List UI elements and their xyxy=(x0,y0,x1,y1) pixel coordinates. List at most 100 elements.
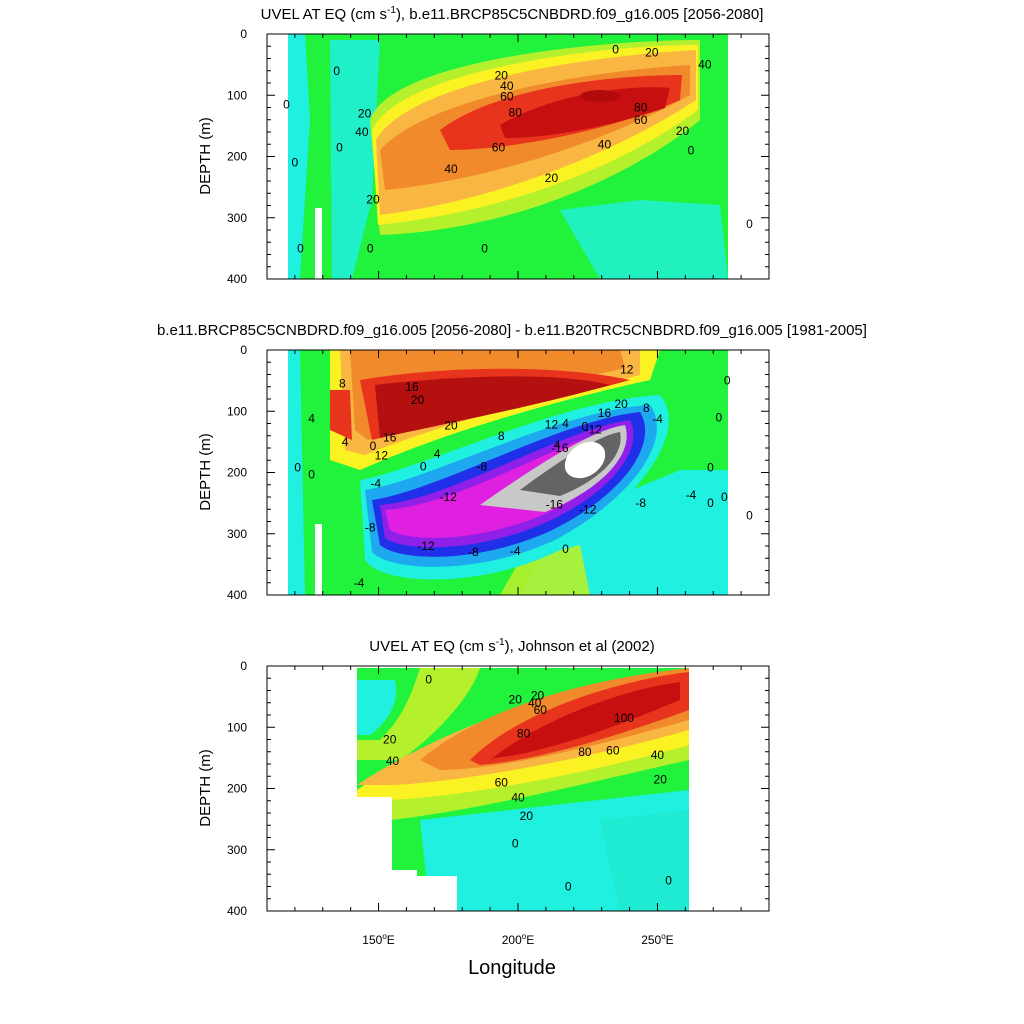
ytick-label: 100 xyxy=(227,88,247,102)
contour-label: 8 xyxy=(643,401,650,415)
contour-label: 20 xyxy=(520,809,534,823)
contour-label: 12 xyxy=(375,448,389,462)
contour-label: -12 xyxy=(417,539,435,553)
contour-label: 40 xyxy=(651,748,665,762)
contour-label: 0 xyxy=(425,672,432,686)
contour-label: 4 xyxy=(434,447,441,461)
panel-2: b.e11.BRCP85C5CNBDRD.f09_g16.005 [2056-2… xyxy=(157,322,867,602)
contour-label: 16 xyxy=(383,431,397,445)
contour-label: 20 xyxy=(654,772,668,786)
contour-label: 20 xyxy=(615,397,629,411)
contour-label: -4 xyxy=(354,576,365,590)
ytick-label: 200 xyxy=(227,782,247,796)
contour-label: -16 xyxy=(546,497,564,511)
contour-label: 0 xyxy=(707,496,714,510)
contour-label: 0 xyxy=(665,873,672,887)
contour-label: 20 xyxy=(509,693,523,707)
contour-label: 40 xyxy=(355,125,369,139)
contour-label: 40 xyxy=(500,79,514,93)
contour-label: -8 xyxy=(468,545,479,559)
contour-label: 80 xyxy=(578,745,592,759)
contour-label: -4 xyxy=(686,488,697,502)
contour-label: 0 xyxy=(481,241,488,255)
x-axis-label: Longitude xyxy=(468,957,556,979)
contour-label: 20 xyxy=(411,393,425,407)
contour-label: 80 xyxy=(634,101,648,115)
panel-3-field xyxy=(267,666,769,911)
ytick-label: 400 xyxy=(227,272,247,286)
contour-label: 0 xyxy=(565,880,572,894)
contour-label: 4 xyxy=(554,438,561,452)
contour-label: 40 xyxy=(528,696,542,710)
xtick-label: 250oE xyxy=(641,932,674,947)
contour-label: -12 xyxy=(579,502,597,516)
contour-label: 0 xyxy=(333,64,340,78)
contour-label: 0 xyxy=(612,42,619,56)
contour-label: -4 xyxy=(510,544,521,558)
contour-label: 60 xyxy=(500,89,514,103)
contour-label: 16 xyxy=(405,380,419,394)
contour-label: 100 xyxy=(614,711,634,725)
contour-label: 0 xyxy=(308,467,315,481)
contour-label: 20 xyxy=(531,688,545,702)
contour-label: 40 xyxy=(444,162,458,176)
contour-label: 0 xyxy=(292,156,299,170)
ytick-label: 300 xyxy=(227,843,247,857)
ytick-label: 400 xyxy=(227,904,247,918)
contour-label: 0 xyxy=(367,241,374,255)
ytick-label: 300 xyxy=(227,211,247,225)
contour-label: 80 xyxy=(517,726,531,740)
contour-label: 8 xyxy=(498,429,505,443)
ytick-label: 100 xyxy=(227,404,247,418)
panel-1-field xyxy=(267,34,769,279)
contour-label: 60 xyxy=(495,775,509,789)
contour-label: 16 xyxy=(598,406,612,420)
contour-label: 4 xyxy=(308,412,315,426)
contour-label: 0 xyxy=(297,241,304,255)
contour-label: 0 xyxy=(370,439,377,453)
contour-label: 4 xyxy=(562,417,569,431)
contour-label: -4 xyxy=(370,477,381,491)
xtick-label: 150oE xyxy=(362,932,395,947)
contour-label: 40 xyxy=(598,137,612,151)
contour-label: 0 xyxy=(336,140,343,154)
ytick-label: 200 xyxy=(227,150,247,164)
contour-label: 20 xyxy=(645,45,659,59)
contour-label: 60 xyxy=(606,744,620,758)
contour-label: 0 xyxy=(746,217,753,231)
contour-label: 20 xyxy=(358,107,372,121)
xtick-label: 200oE xyxy=(502,932,535,947)
ytick-label: 200 xyxy=(227,466,247,480)
panel-2-title: b.e11.BRCP85C5CNBDRD.f09_g16.005 [2056-2… xyxy=(157,322,867,339)
contour-label: 60 xyxy=(492,140,506,154)
contour-label: 8 xyxy=(339,377,346,391)
contour-label: 12 xyxy=(545,418,559,432)
contour-label: 0 xyxy=(582,420,589,434)
panel-3: UVEL AT EQ (cm s-1), Johnson et al (2002… xyxy=(197,637,770,979)
contour-label: -12 xyxy=(585,423,603,437)
contour-label: 0 xyxy=(420,459,427,473)
contour-label: 60 xyxy=(534,703,548,717)
contour-label: 40 xyxy=(386,754,400,768)
panel-1-xticks xyxy=(294,34,742,279)
contour-label: 0 xyxy=(746,508,753,522)
contour-label: 0 xyxy=(707,461,714,475)
contour-label: -8 xyxy=(476,459,487,473)
contour-label: 20 xyxy=(366,192,380,206)
panel-1-title: UVEL AT EQ (cm s-1), b.e11.BRCP85C5CNBDR… xyxy=(261,5,764,23)
contour-label: 12 xyxy=(620,363,634,377)
contour-label: 40 xyxy=(511,791,525,805)
panel-1: UVEL AT EQ (cm s-1), b.e11.BRCP85C5CNBDR… xyxy=(197,5,770,286)
contour-label: 20 xyxy=(383,733,397,747)
contour-label: 60 xyxy=(634,113,648,127)
contour-label: 0 xyxy=(688,143,695,157)
panel-3-title: UVEL AT EQ (cm s-1), Johnson et al (2002… xyxy=(369,637,654,655)
contour-label: 20 xyxy=(545,171,559,185)
contour-label: -12 xyxy=(440,490,458,504)
contour-label: 20 xyxy=(495,69,509,83)
